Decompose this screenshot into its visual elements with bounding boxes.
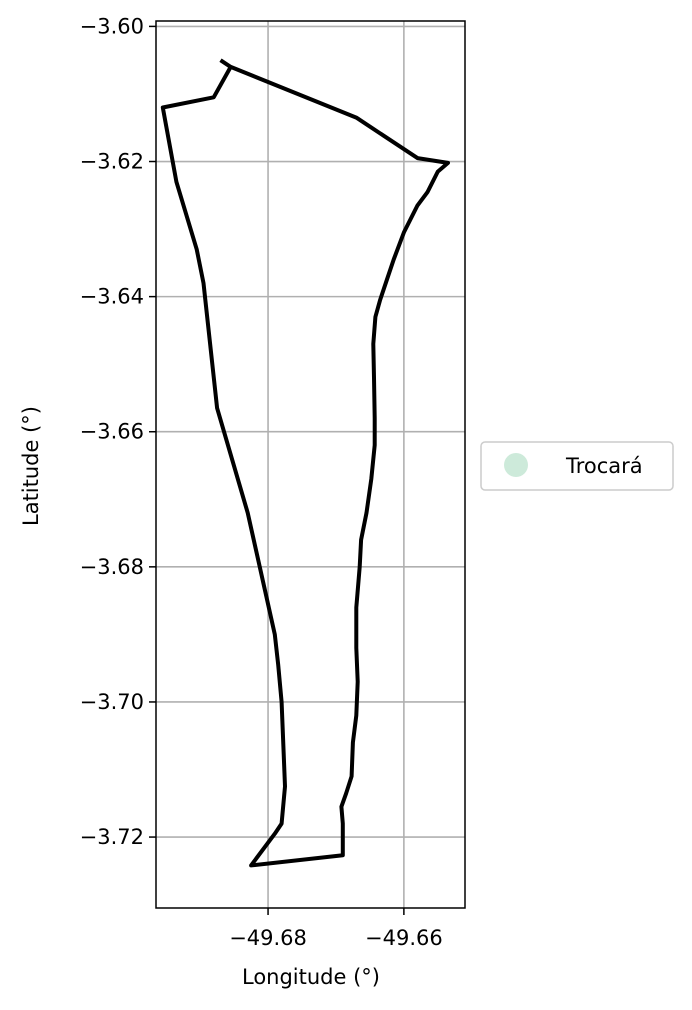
y-tick-label: −3.68 bbox=[80, 555, 144, 579]
x-tick-label: −49.66 bbox=[365, 926, 443, 950]
y-tick-label: −3.62 bbox=[80, 150, 144, 174]
x-tick-label: −49.68 bbox=[229, 926, 307, 950]
legend-label-trocara: Trocará bbox=[565, 454, 643, 478]
y-tick-label: −3.70 bbox=[80, 690, 144, 714]
axis-ticks: −49.68 −49.66 −3.60 −3.62 −3.64 −3.66 −3.68 −3.… bbox=[80, 14, 443, 950]
plot-frame bbox=[155, 20, 466, 909]
legend-marker-trocara bbox=[504, 453, 528, 477]
y-tick-label: −3.64 bbox=[80, 285, 144, 309]
y-axis-label: Latitude (°) bbox=[19, 406, 43, 526]
y-tick-label: −3.66 bbox=[80, 420, 144, 444]
legend-box bbox=[480, 441, 674, 491]
y-tick-label: −3.60 bbox=[80, 14, 144, 38]
y-tick-label: −3.72 bbox=[80, 825, 144, 849]
trocara-boundary bbox=[160, 58, 450, 868]
x-axis-label: Longitude (°) bbox=[242, 965, 380, 989]
gridlines bbox=[156, 21, 465, 908]
legend: Trocará bbox=[480, 441, 674, 491]
